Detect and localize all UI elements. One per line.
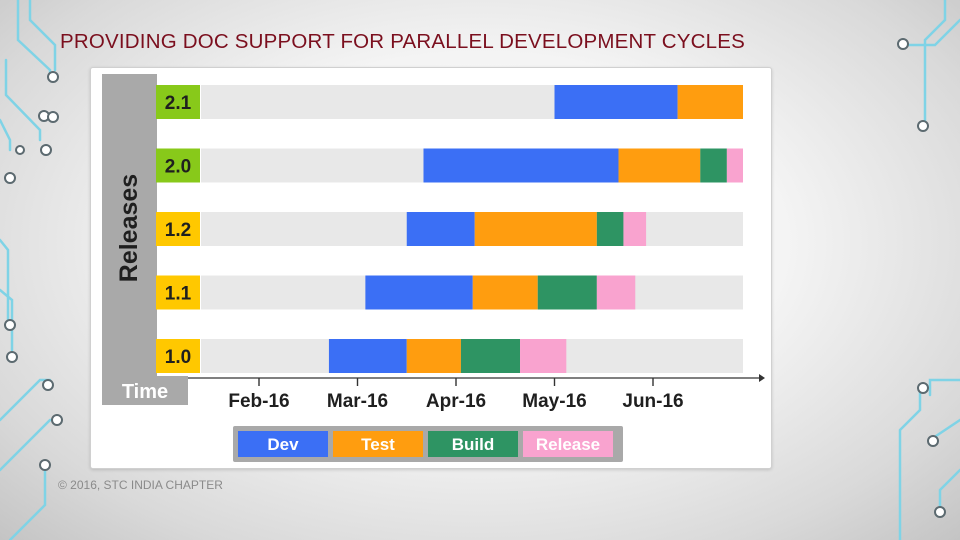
chart-panel: Releases 2.1 2.0 1.2 1.1 1.0 Time Feb-16 Mar-16 A…: [90, 67, 772, 469]
bar-2.0-dev: [423, 148, 619, 183]
bar-1.1-build: [537, 275, 597, 310]
bar-1.0-release: [520, 339, 567, 373]
bar-2.0-release: [726, 148, 743, 183]
category-label-bg-1.1: [156, 275, 200, 310]
x-tick-label-Mar-16: Mar-16: [327, 391, 388, 412]
x-tick-label-Jun-16: Jun-16: [622, 391, 683, 412]
legend-label-build: Build: [452, 435, 495, 454]
category-label-2.1: 2.1: [165, 93, 192, 114]
legend-label-release: Release: [536, 435, 600, 454]
x-axis-arrow: [759, 374, 765, 382]
footer-copyright: © 2016, STC INDIA CHAPTER: [58, 478, 223, 492]
x-tick-label-May-16: May-16: [522, 391, 586, 412]
legend-label-dev: Dev: [267, 435, 299, 454]
category-label-1.2: 1.2: [165, 220, 191, 241]
bar-2.1-test: [677, 85, 743, 119]
bar-1.1-test: [472, 275, 538, 310]
x-tick-label-Feb-16: Feb-16: [228, 391, 289, 412]
category-label-bg-1.2: [156, 212, 200, 246]
bar-1.0-test: [406, 339, 461, 373]
bar-1.2-build: [596, 212, 624, 246]
releases-axis-band: [102, 74, 157, 381]
bar-2.1-dev: [554, 85, 678, 119]
category-label-1.0: 1.0: [165, 347, 191, 368]
category-label-2.0: 2.0: [165, 157, 191, 178]
bar-1.0-dev: [328, 339, 407, 373]
x-axis-label-bg: [102, 376, 188, 405]
slide-title: PROVIDING DOC SUPPORT FOR PARALLEL DEVEL…: [60, 30, 745, 53]
category-label-bg-2.0: [156, 148, 200, 183]
x-tick-label-Apr-16: Apr-16: [426, 391, 486, 412]
bar-1.1-release: [596, 275, 636, 310]
gantt-chart: Releases 2.1 2.0 1.2 1.1 1.0 Time Feb-16 Mar-16 A…: [102, 74, 765, 462]
bar-1.1-dev: [365, 275, 473, 310]
bar-1.2-test: [474, 212, 597, 246]
category-label-bg-2.1: [156, 85, 200, 119]
x-axis-label: Time: [122, 381, 168, 403]
legend-swatch-test: [333, 431, 423, 457]
bar-1.2-release: [623, 212, 647, 246]
bar-1.2-dev: [406, 212, 475, 246]
bar-2.0-test: [618, 148, 701, 183]
y-axis-label: Releases: [115, 174, 143, 282]
bar-1.0-build: [460, 339, 521, 373]
category-label-bg-1.0: [156, 339, 200, 373]
category-label-1.1: 1.1: [165, 284, 192, 305]
legend-swatch-dev: [238, 431, 328, 457]
legend-label-test: Test: [361, 435, 395, 454]
legend-swatch-build: [428, 431, 518, 457]
bar-2.0-build: [700, 148, 727, 183]
legend-swatch-release: [523, 431, 613, 457]
